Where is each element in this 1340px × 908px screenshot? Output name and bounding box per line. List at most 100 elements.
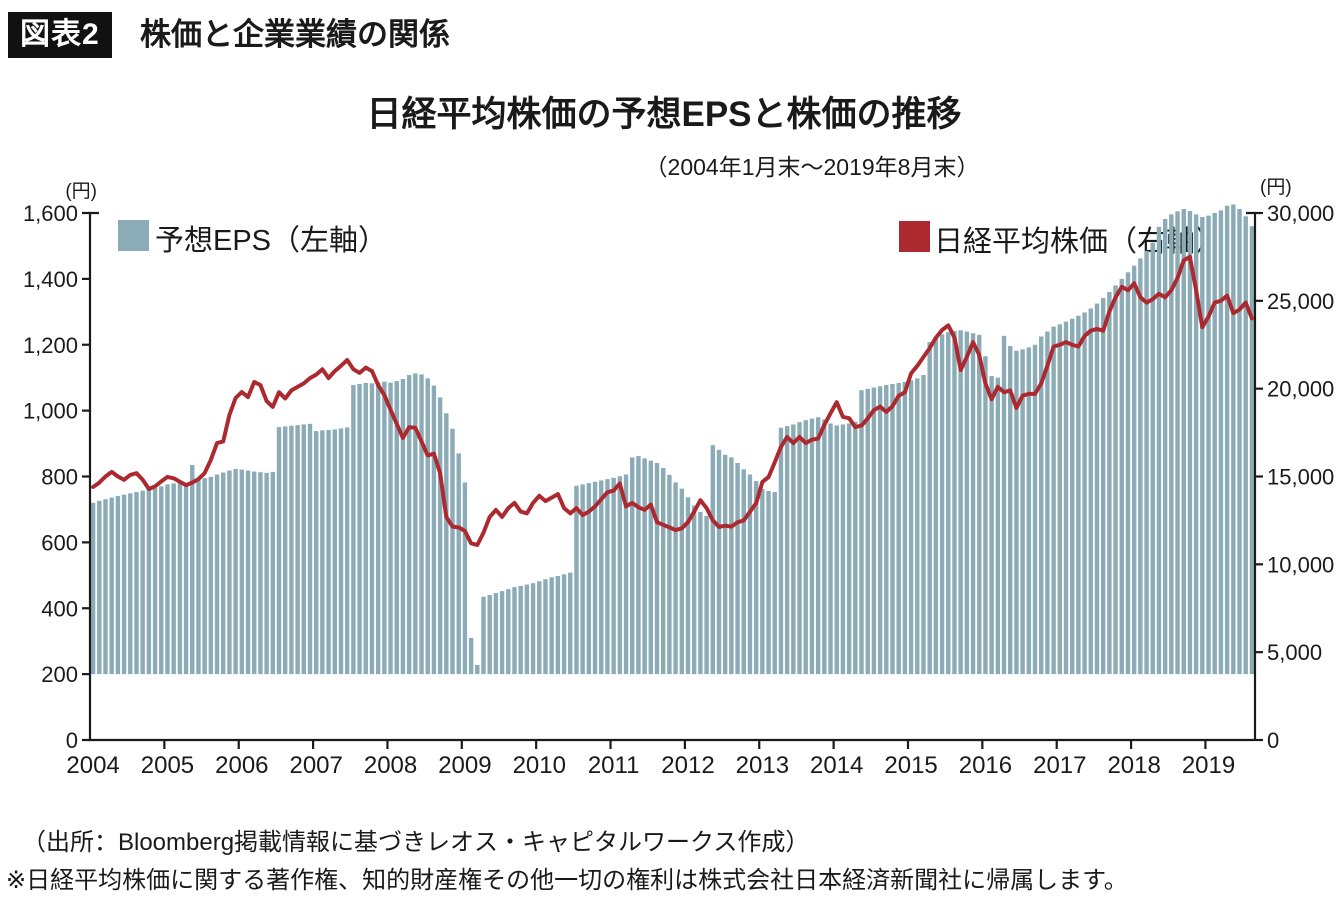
eps-bar bbox=[394, 380, 399, 675]
eps-bar bbox=[382, 381, 387, 675]
eps-bar bbox=[1200, 216, 1205, 675]
nikkei-legend-swatch bbox=[899, 221, 930, 252]
eps-bar bbox=[747, 474, 753, 675]
eps-bar bbox=[1231, 204, 1236, 675]
left-tick-label: 400 bbox=[41, 596, 78, 621]
eps-bar bbox=[369, 383, 375, 675]
eps-bar bbox=[791, 424, 796, 675]
left-tick-label: 1,600 bbox=[23, 201, 78, 226]
eps-bar bbox=[468, 637, 474, 675]
eps-bar bbox=[1070, 318, 1075, 675]
eps-bar bbox=[196, 479, 201, 675]
right-tick-label: 0 bbox=[1267, 728, 1279, 753]
eps-bar bbox=[1045, 331, 1050, 675]
figure-heading: 株価と企業業績の関係 bbox=[140, 17, 450, 52]
eps-legend-label: 予想EPS（左軸） bbox=[155, 225, 388, 257]
year-label: 2019 bbox=[1182, 752, 1235, 779]
eps-bar bbox=[970, 333, 976, 675]
year-label: 2012 bbox=[661, 752, 714, 779]
eps-bar bbox=[487, 595, 492, 675]
eps-bar bbox=[735, 463, 740, 675]
eps-bar bbox=[1206, 215, 1211, 675]
eps-bar bbox=[1169, 214, 1174, 675]
year-label: 2007 bbox=[289, 752, 342, 779]
left-axis-unit-label: (円) bbox=[65, 181, 97, 202]
eps-bar bbox=[283, 426, 288, 675]
eps-bar bbox=[797, 422, 802, 675]
eps-bar bbox=[165, 484, 170, 675]
eps-bar bbox=[1138, 258, 1143, 675]
right-tick-label: 5,000 bbox=[1267, 640, 1322, 665]
eps-bar bbox=[753, 481, 759, 675]
eps-bar bbox=[586, 483, 592, 675]
eps-bar bbox=[1008, 346, 1013, 675]
eps-bar bbox=[840, 424, 846, 675]
eps-bar bbox=[1094, 303, 1100, 675]
eps-bar bbox=[301, 424, 306, 675]
year-label: 2009 bbox=[438, 752, 491, 779]
year-label: 2006 bbox=[215, 752, 268, 779]
year-label: 2010 bbox=[513, 752, 566, 779]
eps-bar bbox=[964, 331, 970, 675]
eps-bar bbox=[568, 572, 573, 675]
eps-bar bbox=[716, 449, 722, 675]
eps-bar bbox=[115, 495, 121, 675]
eps-bar bbox=[1175, 211, 1180, 675]
eps-bar bbox=[227, 470, 232, 675]
eps-bar bbox=[623, 474, 629, 675]
eps-bar bbox=[667, 474, 672, 675]
eps-bar bbox=[307, 423, 313, 675]
eps-bar bbox=[344, 427, 350, 675]
axes: 0 200 400 600 800 1,000 1,200 1,400 1,600 0 5,000 1… bbox=[23, 201, 1334, 779]
eps-bar bbox=[1150, 242, 1155, 675]
eps-bar bbox=[772, 491, 777, 675]
year-label: 2013 bbox=[736, 752, 789, 779]
eps-bar bbox=[276, 427, 282, 675]
left-tick-label: 1,400 bbox=[23, 267, 78, 292]
left-tick-label: 0 bbox=[66, 728, 78, 753]
eps-bar bbox=[1107, 292, 1112, 675]
year-label: 2018 bbox=[1107, 752, 1160, 779]
eps-bar bbox=[419, 374, 424, 675]
eps-bar bbox=[1119, 278, 1124, 675]
eps-bar bbox=[890, 383, 895, 675]
eps-bar bbox=[245, 470, 251, 675]
eps-bar bbox=[159, 486, 164, 675]
eps-bar bbox=[630, 457, 635, 675]
eps-bar bbox=[592, 481, 598, 675]
eps-bar bbox=[208, 476, 214, 675]
eps-bar bbox=[530, 583, 536, 675]
eps-bar bbox=[1212, 213, 1217, 675]
eps-bar bbox=[859, 390, 864, 675]
eps-bar bbox=[1039, 336, 1044, 675]
eps-bar bbox=[822, 419, 827, 675]
eps-bar bbox=[605, 479, 610, 675]
eps-bar bbox=[320, 430, 325, 675]
eps-bar bbox=[146, 489, 152, 675]
year-label: 2015 bbox=[884, 752, 937, 779]
eps-bar bbox=[580, 484, 585, 675]
left-tick-label: 1,200 bbox=[23, 333, 78, 358]
eps-bar bbox=[456, 453, 461, 675]
right-tick-label: 25,000 bbox=[1267, 289, 1334, 314]
chart-title: 日経平均株価の予想EPSと株価の推移 bbox=[366, 95, 962, 134]
eps-bar bbox=[313, 431, 319, 675]
right-axis-unit-label: (円) bbox=[1260, 177, 1292, 198]
eps-bar bbox=[506, 589, 511, 675]
eps-bar bbox=[1001, 335, 1007, 675]
eps-bar bbox=[766, 490, 771, 675]
eps-bar bbox=[574, 485, 579, 675]
eps-bar bbox=[450, 428, 455, 675]
eps-bar bbox=[933, 338, 939, 675]
eps-bar bbox=[1125, 272, 1131, 675]
eps-bar bbox=[171, 483, 176, 675]
eps-bar bbox=[636, 456, 641, 675]
right-tick-label: 10,000 bbox=[1267, 552, 1334, 577]
copyright-note: ※日経平均株価に関する著作権、知的財産権その他一切の権利は株式会社日本経済新聞社… bbox=[6, 867, 1128, 894]
year-label: 2004 bbox=[66, 752, 119, 779]
eps-bar bbox=[1224, 205, 1230, 675]
eps-bar bbox=[1020, 349, 1025, 675]
eps-bar bbox=[462, 482, 468, 675]
left-tick-label: 600 bbox=[41, 530, 78, 555]
